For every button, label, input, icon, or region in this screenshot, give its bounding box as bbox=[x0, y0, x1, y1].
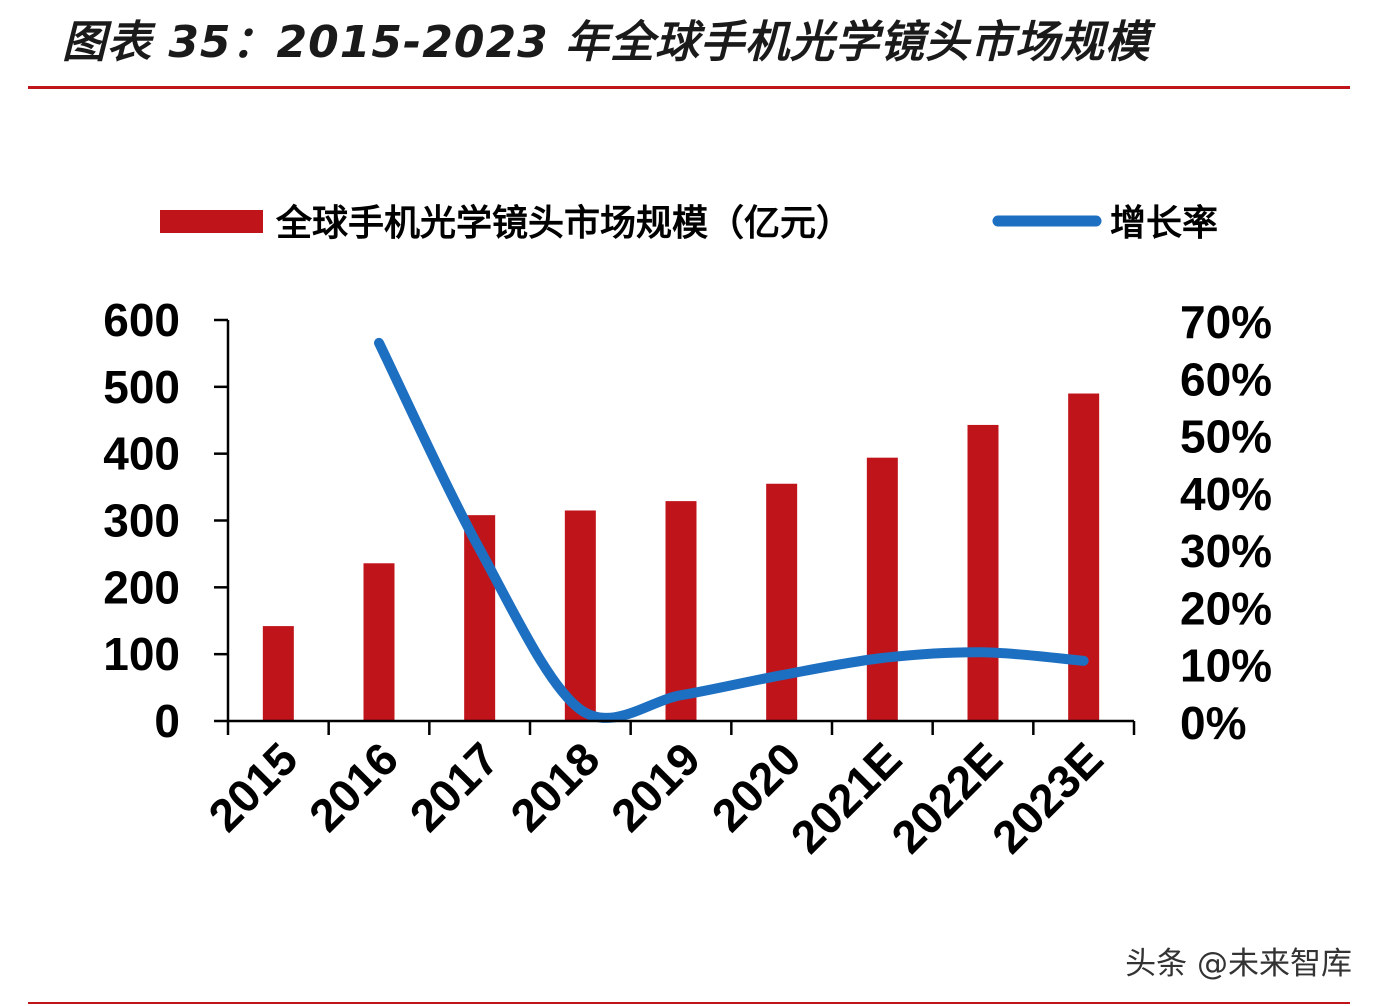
right-axis-ticks: 0%10% 20%30%40%50% 60%70% bbox=[1180, 296, 1272, 749]
x-tick-label-2022E: 2022E bbox=[881, 732, 1012, 863]
left-tick-label-600: 600 bbox=[103, 294, 180, 346]
right-tick-label-10%: 10% bbox=[1180, 640, 1272, 692]
bar-2023E bbox=[1068, 393, 1100, 721]
bar-2022E bbox=[967, 424, 999, 721]
x-tick-label-2023E: 2023E bbox=[982, 732, 1113, 863]
left-axis-ticks: 0 100 200 300 400 500 600 bbox=[103, 294, 228, 747]
right-tick-label-70%: 70% bbox=[1180, 296, 1272, 348]
bar-2018 bbox=[564, 510, 596, 721]
bar-2021E bbox=[866, 457, 898, 721]
left-tick-label-0: 0 bbox=[154, 695, 180, 747]
left-tick-label-300: 300 bbox=[103, 495, 180, 547]
right-tick-label-50%: 50% bbox=[1180, 411, 1272, 463]
right-tick-label-0%: 0% bbox=[1180, 697, 1246, 749]
x-tick-label-2021E: 2021E bbox=[781, 732, 912, 863]
x-tick-label-2017: 2017 bbox=[400, 732, 509, 841]
legend-bar-label: 全球手机光学镜头市场规模（亿元） bbox=[275, 202, 852, 244]
left-tick-label-200: 200 bbox=[103, 561, 180, 613]
watermark: 头条 @未来智库 bbox=[1125, 946, 1352, 982]
x-tick-label-2018: 2018 bbox=[500, 732, 609, 841]
legend-line-label: 增长率 bbox=[1110, 203, 1218, 244]
bar-2016 bbox=[363, 563, 395, 721]
title-divider bbox=[28, 86, 1350, 89]
figure-title: 图表 35：2015-2023 年全球手机光学镜头市场规模 bbox=[62, 17, 1151, 68]
x-tick-label-2015: 2015 bbox=[198, 732, 307, 841]
left-tick-label-500: 500 bbox=[103, 361, 180, 413]
bar-2015 bbox=[262, 626, 294, 721]
x-tick-label-2019: 2019 bbox=[601, 732, 710, 841]
bar-series bbox=[262, 393, 1100, 721]
growth-rate-series bbox=[374, 337, 1089, 723]
bottom-divider bbox=[28, 1002, 1350, 1004]
right-tick-label-20%: 20% bbox=[1180, 582, 1272, 634]
legend: 全球手机光学镜头市场规模（亿元） 增长率 bbox=[160, 202, 1218, 244]
left-tick-label-400: 400 bbox=[103, 428, 180, 480]
x-tick-label-2016: 2016 bbox=[299, 732, 408, 841]
right-tick-label-60%: 60% bbox=[1180, 353, 1272, 405]
legend-bar-swatch bbox=[160, 210, 263, 233]
left-tick-label-100: 100 bbox=[103, 628, 180, 680]
right-tick-label-30%: 30% bbox=[1180, 525, 1272, 577]
bar-2020 bbox=[766, 483, 798, 721]
growth-rate-line bbox=[374, 337, 1089, 723]
bar-2019 bbox=[665, 501, 697, 721]
right-tick-label-40%: 40% bbox=[1180, 468, 1272, 520]
